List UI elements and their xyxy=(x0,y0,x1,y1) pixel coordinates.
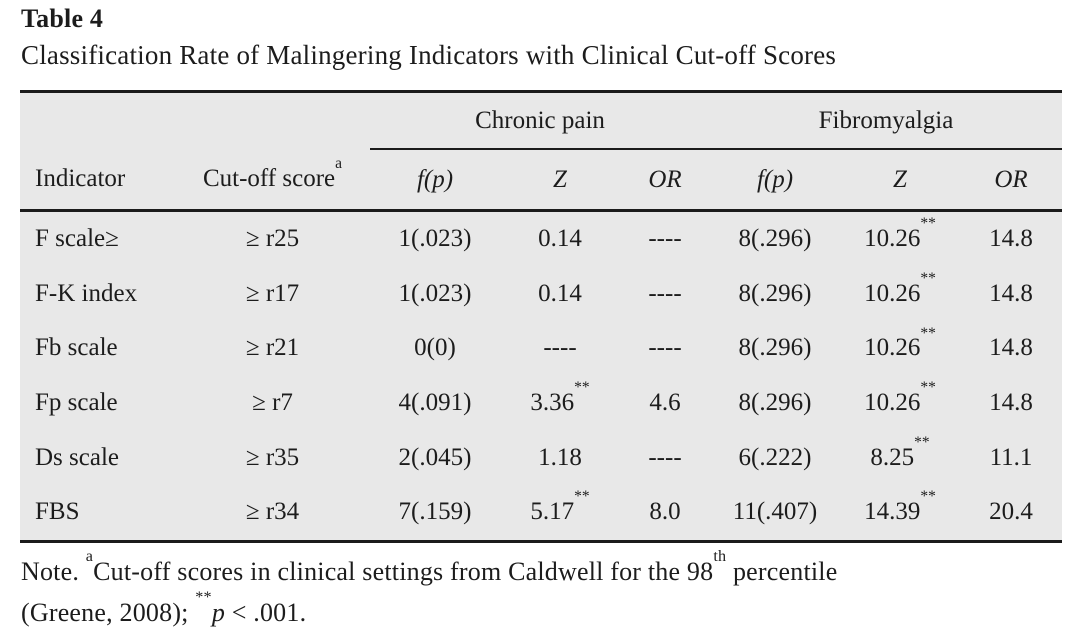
value-cell: 14.39** xyxy=(864,488,936,526)
significance-stars: ** xyxy=(920,488,936,506)
value-cell: ≥ r21 xyxy=(245,334,300,362)
value-cell: ---- xyxy=(648,443,682,471)
value-cell: 8(.296) xyxy=(738,389,812,417)
table-row: FBS ≥ r34 7(.159) 5.17** 8.0 11(.407) 14.39** 2… xyxy=(20,485,1062,541)
value-cell: 1(.023) xyxy=(398,279,472,307)
significance-stars: ** xyxy=(574,379,590,397)
value-cell: 10.26** xyxy=(864,270,936,307)
value-cell: ---- xyxy=(648,225,682,253)
note-superscript: th xyxy=(713,548,727,566)
value-cell: 1(.023) xyxy=(398,225,472,253)
value-cell: 10.26** xyxy=(864,379,936,417)
indicator-cell: F-K index xyxy=(35,279,138,307)
data-table: Chronic pain Fibromyalgia Indicator Cut-off… xyxy=(20,90,1062,543)
significance-stars: ** xyxy=(920,270,936,288)
column-header-row: Indicator Cut-off scorea f(p) Z OR f(p) Z OR xyxy=(20,149,1062,212)
column-header: OR xyxy=(620,149,710,212)
value-cell: ≥ r34 xyxy=(245,498,300,526)
value-cell: 8(.296) xyxy=(738,279,812,307)
column-header: Z xyxy=(500,149,620,212)
column-header: Cut-off scorea xyxy=(175,149,370,212)
table-row: Fp scale ≥ r7 4(.091) 3.36** 4.6 8(.296) 10.26… xyxy=(20,376,1062,431)
footnote-marker: a xyxy=(335,155,343,173)
value-cell: 11(.407) xyxy=(732,498,818,526)
group-header-row: Chronic pain Fibromyalgia xyxy=(20,91,1062,150)
value-cell: 4(.091) xyxy=(398,389,472,417)
value-cell: 2(.045) xyxy=(398,443,472,471)
group-header-fibromyalgia: Fibromyalgia xyxy=(710,91,1062,150)
note-superscript: a xyxy=(85,548,94,566)
indicator-cell: Fp scale xyxy=(35,389,118,417)
value-cell: 14.8 xyxy=(989,389,1033,417)
value-cell: ---- xyxy=(648,279,682,307)
significance-stars: ** xyxy=(920,379,936,397)
value-cell: 8.0 xyxy=(649,498,681,526)
column-header: Indicator xyxy=(20,149,175,212)
group-header-chronic-pain: Chronic pain xyxy=(370,91,710,150)
value-cell: ≥ r25 xyxy=(245,225,300,253)
significance-stars: ** xyxy=(574,488,590,506)
value-cell: 5.17** xyxy=(530,488,590,526)
indicator-cell: FBS xyxy=(35,498,80,526)
table-row: F scale≥ ≥ r25 1(.023) 0.14 ---- 8(.296) 10.26… xyxy=(20,211,1062,267)
data-table-container: Chronic pain Fibromyalgia Indicator Cut-off… xyxy=(20,90,1062,543)
value-cell: 6(.222) xyxy=(738,443,812,471)
value-cell: ≥ r7 xyxy=(252,389,293,417)
value-cell: 14.8 xyxy=(989,334,1033,362)
value-cell: 11.1 xyxy=(989,443,1033,471)
indicator-cell: Ds scale xyxy=(35,443,119,471)
note-italic: p xyxy=(211,598,226,627)
value-cell: 20.4 xyxy=(989,498,1033,526)
column-header: OR xyxy=(960,149,1062,212)
value-cell: ---- xyxy=(543,334,577,362)
value-cell: 0(0) xyxy=(414,334,456,362)
table-row: Fb scale ≥ r21 0(0) ---- ---- 8(.296) 10.26** 1… xyxy=(20,321,1062,376)
value-cell: 14.8 xyxy=(989,225,1033,253)
significance-stars: ** xyxy=(914,433,930,451)
significance-stars: ** xyxy=(920,324,936,342)
table-row: Ds scale ≥ r35 2(.045) 1.18 ---- 6(.222) 8.25*… xyxy=(20,430,1062,485)
table-note: Note. aCut-off scores in clinical settin… xyxy=(21,548,838,627)
column-header: Z xyxy=(840,149,960,212)
value-cell: ≥ r35 xyxy=(245,443,300,471)
spanner-spacer xyxy=(20,92,370,150)
indicator-cell: Fb scale xyxy=(35,334,118,362)
table-caption: Classification Rate of Malingering Indic… xyxy=(21,40,837,70)
table-number: Table 4 xyxy=(21,4,104,33)
value-cell: 14.8 xyxy=(989,279,1033,307)
significance-stars: ** xyxy=(920,215,936,233)
value-cell: 3.36** xyxy=(530,379,590,417)
value-cell: 8.25** xyxy=(870,433,930,471)
indicator-cell: F scale≥ xyxy=(35,225,119,253)
value-cell: 0.14 xyxy=(538,279,582,307)
value-cell: 0.14 xyxy=(538,225,582,253)
column-header: f(p) xyxy=(710,149,840,212)
value-cell: 10.26** xyxy=(864,215,936,253)
value-cell: 10.26** xyxy=(864,324,936,362)
value-cell: 8(.296) xyxy=(738,334,812,362)
value-cell: 4.6 xyxy=(649,389,681,417)
value-cell: 1.18 xyxy=(538,443,582,471)
column-header: f(p) xyxy=(370,149,500,212)
note-superscript: ** xyxy=(195,589,212,607)
value-cell: 8(.296) xyxy=(738,225,812,253)
value-cell: ---- xyxy=(648,334,682,362)
value-cell: 7(.159) xyxy=(398,498,472,526)
value-cell: ≥ r17 xyxy=(245,279,300,307)
table-row: F-K index ≥ r17 1(.023) 0.14 ---- 8(.296) 10.2… xyxy=(20,267,1062,322)
